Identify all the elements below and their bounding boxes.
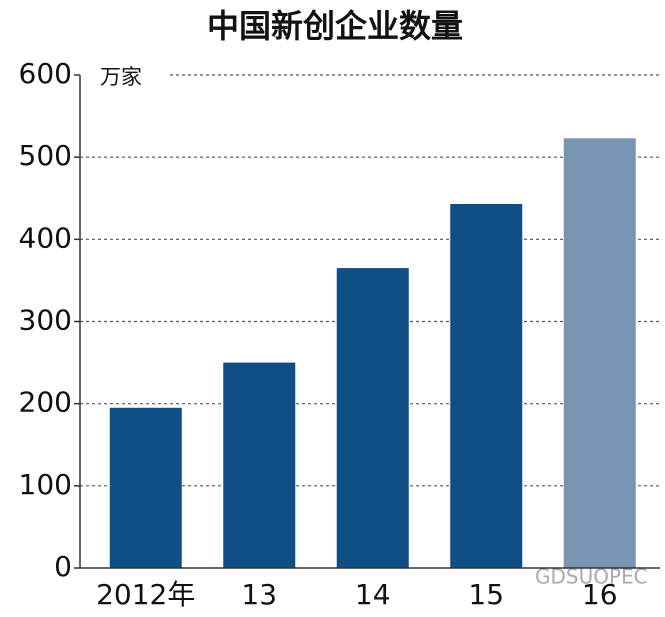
bar [223,362,296,568]
x-tick-label: 16 [582,578,618,611]
x-tick-label: 13 [241,578,277,611]
y-tick-label: 400 [19,221,72,254]
y-tick-label: 200 [19,386,72,419]
chart-title: 中国新创企业数量 [207,7,463,45]
x-tick-label: 15 [468,578,504,611]
bar [450,204,523,569]
y-tick-label: 0 [54,550,72,583]
y-tick-label: 100 [19,468,72,501]
bar [109,407,182,568]
bar [336,268,409,568]
y-tick-label: 300 [19,304,72,337]
y-tick-label: 500 [19,139,72,172]
bar [563,138,636,569]
x-tick-label: 14 [355,578,391,611]
y-tick-label: 600 [19,57,72,90]
x-tick-label: 2012年 [96,578,195,611]
y-unit: 万家 [100,65,142,89]
